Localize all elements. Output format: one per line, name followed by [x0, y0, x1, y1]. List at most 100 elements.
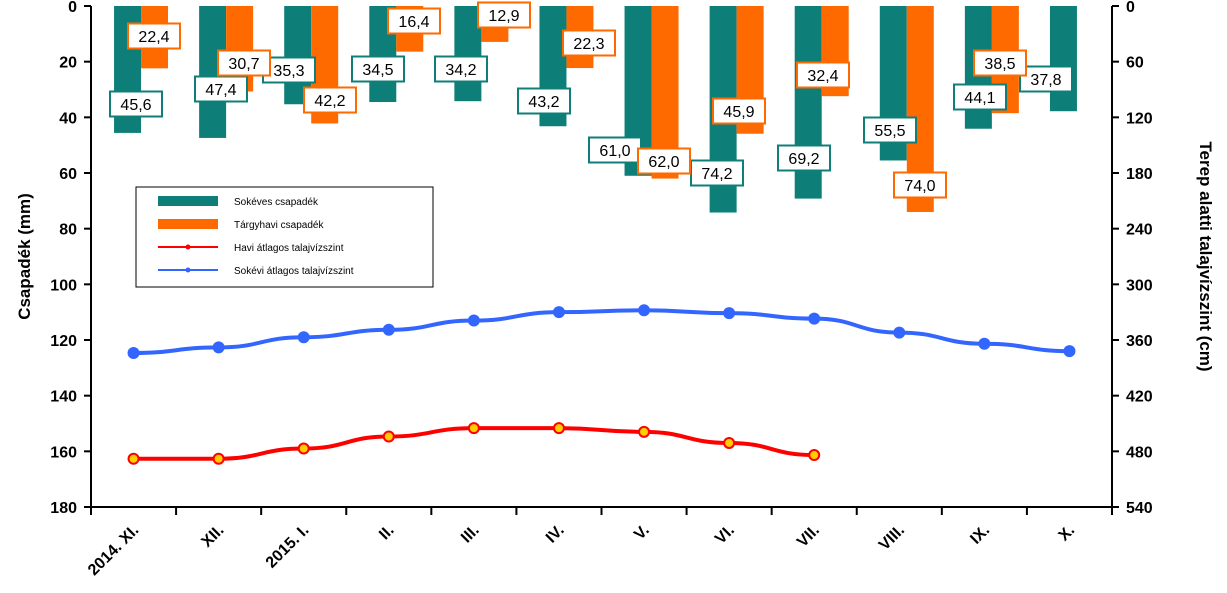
- monthly-groundwater-point-2: [297, 442, 310, 455]
- data-label-box-monthly-8: [796, 61, 850, 89]
- monthly-groundwater-point-1: [212, 452, 225, 465]
- data-label-monthly-10: 38,5: [984, 56, 1015, 73]
- y-right-tick-label-180: 180: [1126, 166, 1153, 183]
- y-axis-left-title: Csapadék (mm): [15, 193, 34, 320]
- y-left-tick-label-20: 20: [59, 55, 77, 72]
- data-label-box-longterm-0: [109, 90, 163, 118]
- data-label-box-longterm-10: [953, 83, 1007, 111]
- data-label-box-monthly-6: [637, 147, 691, 175]
- longterm-groundwater-point-1: [212, 341, 225, 354]
- data-label-longterm-9: 55,5: [874, 123, 905, 140]
- y-left-tick-label-40: 40: [59, 110, 77, 127]
- x-tick-label-6: V.: [631, 522, 653, 544]
- longterm-groundwater-point-8: [808, 312, 821, 325]
- data-label-monthly-1: 30,7: [228, 56, 259, 73]
- monthly-groundwater-point-3: [382, 430, 395, 443]
- x-tick-label-2: 2015. I.: [263, 522, 313, 572]
- bar-longterm-4: [454, 6, 482, 102]
- legend-swatch-0: [158, 196, 218, 206]
- x-tick-label-10: IX.: [967, 522, 993, 548]
- data-label-longterm-2: 35,3: [273, 63, 304, 80]
- monthly-groundwater-point-0: [127, 452, 140, 465]
- monthly-groundwater-point-8: [808, 449, 821, 462]
- legend-marker-3: [185, 267, 191, 273]
- data-label-box-monthly-3: [387, 7, 441, 35]
- longterm-groundwater-point-2: [297, 331, 310, 344]
- x-tick-label-4: III.: [458, 522, 483, 547]
- data-label-longterm-0: 45,6: [120, 97, 151, 114]
- data-label-box-monthly-5: [562, 29, 616, 57]
- data-label-longterm-10: 44,1: [964, 90, 995, 107]
- legend-label-3: Sokévi átlagos talajvízszint: [234, 266, 354, 277]
- longterm-groundwater-point-11: [1063, 345, 1076, 358]
- y-right-tick-label-60: 60: [1126, 55, 1144, 72]
- legend-marker-2: [185, 244, 191, 250]
- data-label-longterm-8: 69,2: [788, 151, 819, 168]
- longterm-groundwater-point-10: [978, 337, 991, 350]
- x-tick-label-11: X.: [1056, 522, 1079, 545]
- data-label-box-monthly-1: [217, 49, 271, 77]
- data-label-longterm-6: 61,0: [599, 143, 630, 160]
- legend-label-1: Tárgyhavi csapadék: [234, 220, 324, 231]
- data-label-box-longterm-11: [1019, 65, 1073, 93]
- y-axis-right-title: Terep alatti talajvízszint (cm): [1196, 141, 1215, 371]
- data-label-box-longterm-3: [351, 55, 405, 83]
- x-tick-label-1: XII.: [198, 522, 227, 551]
- y-right-tick-label-360: 360: [1126, 333, 1153, 350]
- data-label-box-longterm-6: [588, 136, 642, 164]
- bar-longterm-11: [1049, 6, 1077, 112]
- legend: Sokéves csapadék Tárgyhavi csapadék Havi á…: [135, 186, 434, 288]
- y-left-tick-label-80: 80: [59, 222, 77, 239]
- x-tick-label-7: VI.: [712, 522, 738, 548]
- x-tick-label-0: 2014. XI.: [85, 522, 142, 579]
- data-label-longterm-5: 43,2: [528, 94, 559, 111]
- y-right-tick-label-240: 240: [1126, 222, 1153, 239]
- x-tick-label-9: VIII.: [876, 522, 908, 554]
- y-left-tick-label-60: 60: [59, 166, 77, 183]
- lines-layer: [127, 304, 1076, 465]
- data-label-box-monthly-4: [477, 1, 531, 29]
- data-labels-layer: 45,6 47,4 35,3 34,5 34,2 43,2 61,0 74,2 69,2 55,5…: [109, 1, 1073, 199]
- longterm-groundwater-point-7: [723, 307, 736, 320]
- y-left-tick-label-180: 180: [50, 500, 77, 517]
- legend-label-0: Sokéves csapadék: [234, 197, 319, 208]
- longterm-groundwater-point-5: [552, 306, 565, 319]
- data-label-longterm-7: 74,2: [701, 166, 732, 183]
- data-label-box-longterm-2: [262, 56, 316, 84]
- data-label-box-monthly-10: [973, 49, 1027, 77]
- legend-swatch-1: [158, 219, 218, 229]
- data-label-box-longterm-8: [777, 144, 831, 172]
- data-label-monthly-2: 42,2: [314, 93, 345, 110]
- longterm-groundwater-point-4: [467, 314, 480, 327]
- longterm-groundwater-point-6: [638, 304, 651, 317]
- data-label-box-monthly-9: [893, 171, 947, 199]
- x-tick-label-3: II.: [376, 522, 397, 543]
- y-right-tick-label-300: 300: [1126, 277, 1153, 294]
- y-right-tick-label-120: 120: [1126, 110, 1153, 127]
- monthly-groundwater-point-6: [638, 425, 651, 438]
- data-label-monthly-3: 16,4: [398, 14, 429, 31]
- monthly-groundwater-point-5: [552, 422, 565, 435]
- y-right-tick-label-0: 0: [1126, 0, 1135, 16]
- y-left-tick-label-160: 160: [50, 444, 77, 461]
- y-left-tick-label-100: 100: [50, 277, 77, 294]
- y-left-tick-label-0: 0: [68, 0, 77, 16]
- data-label-monthly-9: 74,0: [904, 178, 935, 195]
- x-tick-label-5: IV.: [543, 522, 568, 547]
- y-left-tick-label-120: 120: [50, 333, 77, 350]
- longterm-groundwater-point-3: [382, 323, 395, 336]
- longterm-groundwater-point-0: [127, 346, 140, 359]
- longterm-groundwater-line: [133, 308, 1070, 355]
- y-left-tick-label-140: 140: [50, 389, 77, 406]
- y-right-tick-label-540: 540: [1126, 500, 1153, 517]
- legend-label-2: Havi átlagos talajvízszint: [234, 243, 344, 254]
- data-label-longterm-3: 34,5: [362, 62, 393, 79]
- data-label-monthly-0: 22,4: [138, 29, 169, 46]
- data-label-box-longterm-9: [863, 116, 917, 144]
- data-label-monthly-4: 12,9: [488, 8, 519, 25]
- data-label-longterm-4: 34,2: [445, 62, 476, 79]
- data-label-monthly-8: 32,4: [807, 68, 838, 85]
- data-label-monthly-7: 45,9: [723, 104, 754, 121]
- data-label-box-monthly-2: [303, 86, 357, 114]
